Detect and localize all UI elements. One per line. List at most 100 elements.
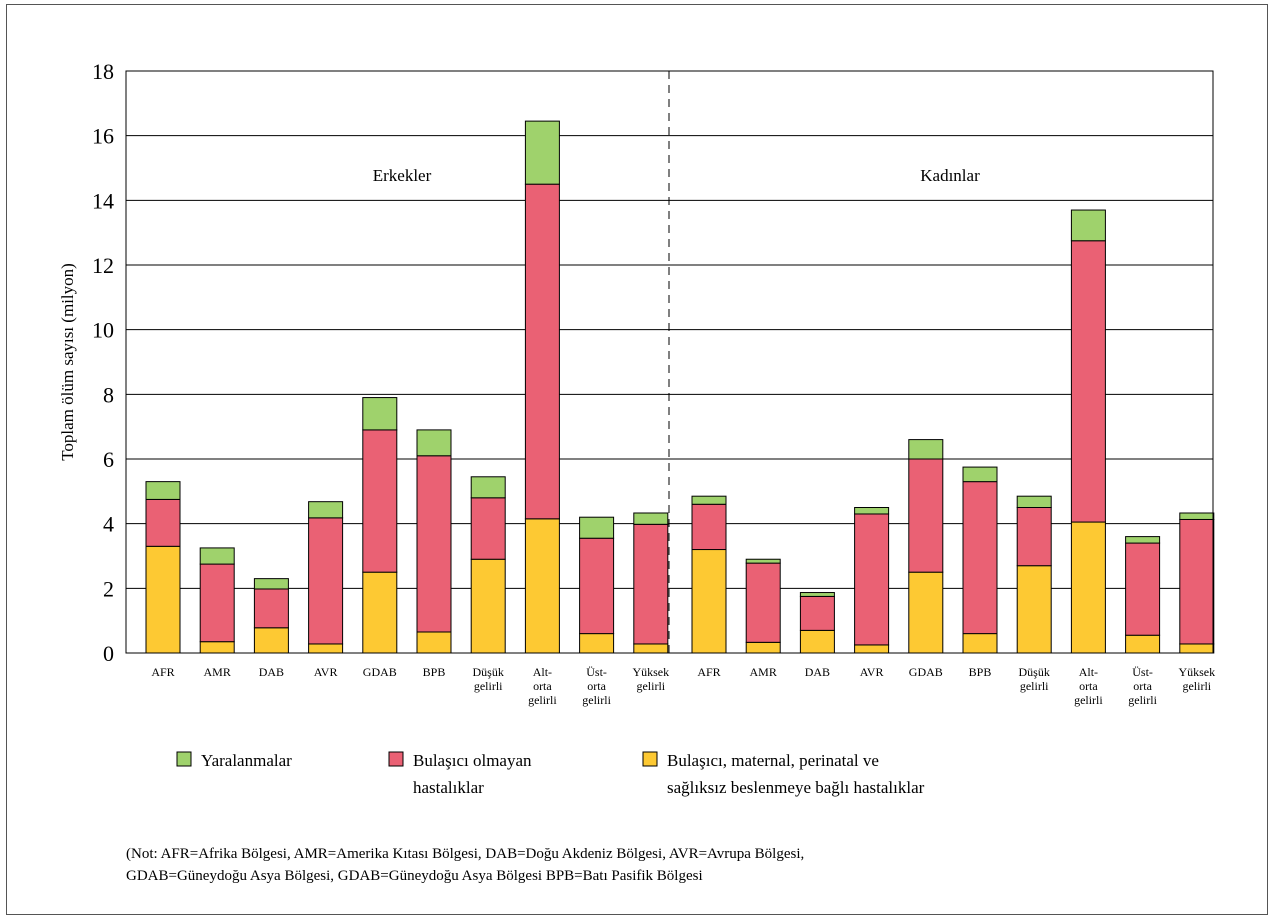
x-tick-label: Üst- bbox=[586, 665, 607, 679]
bar-segment-injuries bbox=[524, 120, 560, 185]
panel-label: Erkekler bbox=[373, 166, 432, 185]
bar-segment-communicable bbox=[308, 643, 344, 654]
x-tick-label: Alt- bbox=[1079, 665, 1098, 679]
y-tick-label: 4 bbox=[103, 512, 114, 537]
bar-segment-noncommunicable bbox=[908, 458, 944, 573]
bar-segment-noncommunicable bbox=[308, 517, 344, 645]
x-tick-label: gelirli bbox=[474, 679, 503, 693]
bar-segment-noncommunicable bbox=[1179, 518, 1215, 645]
x-tick-label: orta bbox=[533, 679, 552, 693]
bar-segment-injuries bbox=[799, 592, 835, 597]
y-axis-title: Toplam ölüm sayısı (milyon) bbox=[58, 263, 77, 461]
bar-segment-communicable bbox=[799, 629, 835, 654]
bar-segment-communicable bbox=[199, 641, 235, 654]
bar-segment-noncommunicable bbox=[199, 563, 235, 643]
x-tick-label: Alt- bbox=[533, 665, 552, 679]
bar-segment-communicable bbox=[1016, 565, 1052, 654]
legend-swatch-noncommunicable bbox=[388, 751, 404, 767]
bar-segment-communicable bbox=[691, 549, 727, 654]
bar-segment-noncommunicable bbox=[633, 523, 669, 645]
x-tick-label: Üst- bbox=[1132, 665, 1153, 679]
x-tick-label: DAB bbox=[805, 665, 830, 679]
x-tick-label: Düşük bbox=[473, 665, 504, 679]
y-tick-label: 16 bbox=[92, 124, 114, 149]
x-tick-label: orta bbox=[587, 679, 606, 693]
panel-label: Kadınlar bbox=[920, 166, 980, 185]
y-tick-label: 6 bbox=[103, 447, 114, 472]
bar-segment-noncommunicable bbox=[362, 429, 398, 573]
bar-segment-communicable bbox=[579, 633, 615, 654]
bar-segment-injuries bbox=[745, 558, 781, 564]
bar-segment-communicable bbox=[1070, 521, 1106, 654]
bar-segment-communicable bbox=[470, 558, 506, 654]
x-tick-label: Düşük bbox=[1019, 665, 1050, 679]
bar-segment-noncommunicable bbox=[470, 497, 506, 560]
x-tick-label: AVR bbox=[860, 665, 884, 679]
x-tick-label: orta bbox=[1079, 679, 1098, 693]
x-tick-label: AMR bbox=[204, 665, 231, 679]
bar-segment-injuries bbox=[253, 578, 289, 590]
x-tick-label: AVR bbox=[314, 665, 338, 679]
bar-segment-injuries bbox=[908, 439, 944, 460]
x-tick-label: AMR bbox=[750, 665, 777, 679]
bar-segment-injuries bbox=[470, 476, 506, 499]
bar-segment-injuries bbox=[633, 512, 669, 525]
bar-segment-injuries bbox=[1125, 536, 1161, 544]
bar-segment-communicable bbox=[745, 641, 781, 654]
bar-segment-communicable bbox=[1179, 643, 1215, 654]
legend-swatch-injuries bbox=[176, 751, 192, 767]
bar-segment-noncommunicable bbox=[962, 481, 998, 635]
legend-label: Bulaşıcı, maternal, perinatal ve bbox=[667, 751, 879, 770]
legend-swatch-communicable bbox=[642, 751, 658, 767]
bar-segment-injuries bbox=[416, 429, 452, 457]
bar-segment-communicable bbox=[1125, 634, 1161, 654]
bar-segment-communicable bbox=[416, 631, 452, 654]
bar-segment-injuries bbox=[1179, 512, 1215, 520]
bar-segment-noncommunicable bbox=[799, 595, 835, 631]
x-tick-label: BPB bbox=[969, 665, 992, 679]
bar-segment-noncommunicable bbox=[253, 588, 289, 629]
x-tick-label: gelirli bbox=[528, 693, 557, 707]
bar-segment-injuries bbox=[854, 507, 890, 515]
y-tick-label: 12 bbox=[92, 253, 114, 278]
bar-segment-communicable bbox=[633, 643, 669, 654]
bar-segment-communicable bbox=[524, 518, 560, 654]
x-tick-label: Yüksek bbox=[1178, 665, 1215, 679]
x-tick-label: gelirli bbox=[1182, 679, 1211, 693]
bar-segment-injuries bbox=[145, 481, 181, 500]
bar-segment-communicable bbox=[854, 644, 890, 654]
legend-label: Bulaşıcı olmayan bbox=[413, 751, 532, 770]
x-tick-label: gelirli bbox=[1128, 693, 1157, 707]
x-tick-label: gelirli bbox=[636, 679, 665, 693]
y-tick-label: 18 bbox=[92, 59, 114, 84]
legend-label: Yaralanmalar bbox=[201, 751, 292, 770]
labels: 0 2 4 6 8 10 12 14 16 18 Toplam ölüm sayısı (milyo… bbox=[58, 59, 1215, 707]
y-tick-label: 14 bbox=[92, 188, 114, 213]
bar-segment-injuries bbox=[579, 516, 615, 539]
y-tick-label: 0 bbox=[103, 641, 114, 666]
x-tick-label: Yüksek bbox=[632, 665, 669, 679]
bar-segment-noncommunicable bbox=[1125, 542, 1161, 636]
bar-segment-injuries bbox=[199, 547, 235, 565]
x-tick-label: GDAB bbox=[909, 665, 943, 679]
x-tick-label: GDAB bbox=[363, 665, 397, 679]
legend-label: hastalıklar bbox=[413, 778, 484, 797]
bar-segment-injuries bbox=[362, 397, 398, 431]
bar-segment-noncommunicable bbox=[1016, 507, 1052, 567]
bar-segment-injuries bbox=[691, 495, 727, 505]
y-tick-label: 10 bbox=[92, 318, 114, 343]
x-tick-label: DAB bbox=[259, 665, 284, 679]
legend: Yaralanmalar Bulaşıcı olmayan hastalıklar B… bbox=[176, 751, 925, 797]
bar-segment-injuries bbox=[1016, 495, 1052, 508]
y-tick-label: 8 bbox=[103, 382, 114, 407]
bar-segment-noncommunicable bbox=[745, 562, 781, 643]
x-tick-label: AFR bbox=[151, 665, 174, 679]
footnote-line-1: (Not: AFR=Afrika Bölgesi, AMR=Amerika Kı… bbox=[126, 846, 805, 862]
bar-segment-communicable bbox=[253, 627, 289, 654]
x-tick-label: gelirli bbox=[1074, 693, 1103, 707]
legend-label: sağlıksız beslenmeye bağlı hastalıklar bbox=[667, 778, 925, 797]
bar-segment-noncommunicable bbox=[579, 537, 615, 635]
bar-segment-noncommunicable bbox=[854, 513, 890, 646]
axes bbox=[125, 70, 1214, 654]
